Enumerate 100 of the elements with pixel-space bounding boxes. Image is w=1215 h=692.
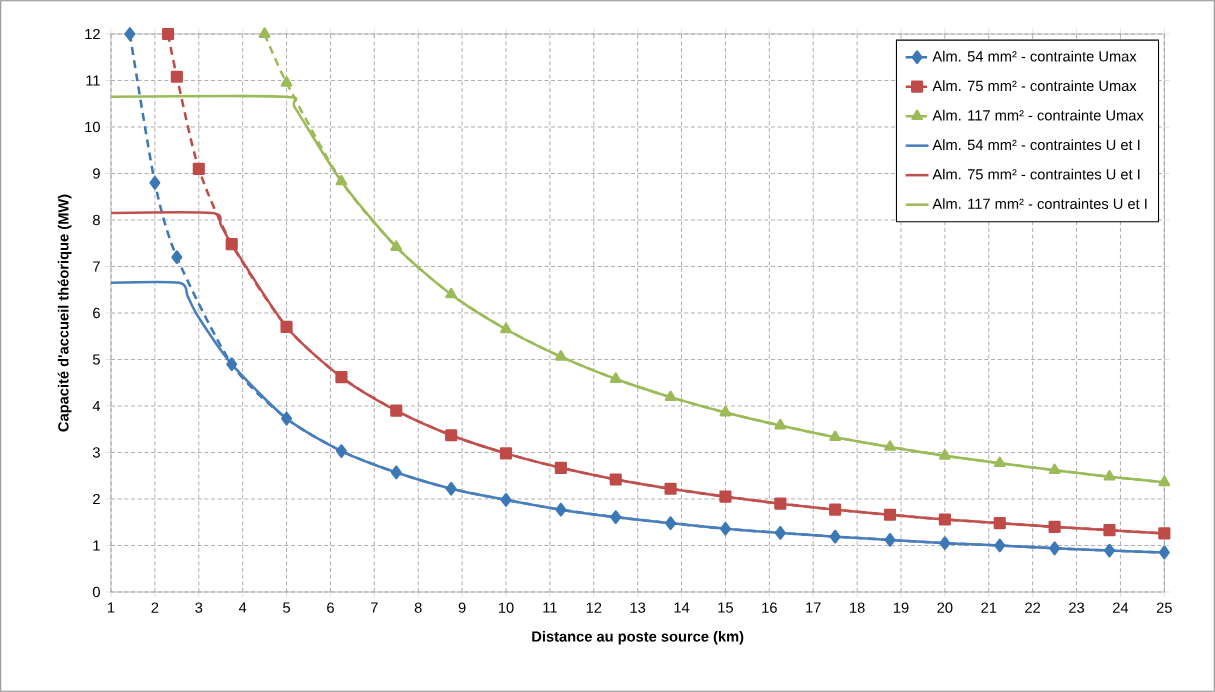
x-tick-label: 15 (718, 602, 733, 613)
x-tick-label: 12 (586, 602, 602, 613)
point (500, 493, 512, 507)
point (149, 175, 161, 190)
y-tick-label: 8 (92, 214, 100, 226)
x-tick-label: 13 (630, 602, 646, 613)
point (939, 449, 951, 460)
y-tick-label: 3 (92, 447, 100, 458)
point (281, 411, 293, 426)
y-tick-label: 9 (93, 168, 100, 179)
point (829, 430, 842, 442)
x-tick-label: 25 (1156, 602, 1172, 613)
x-tick-label: 22 (1025, 602, 1041, 613)
point (884, 440, 896, 451)
point (994, 538, 1006, 553)
y-tick-label: 5 (92, 354, 100, 365)
point (609, 473, 622, 486)
legend-label: Alm. 75 mm² - contrainte Umax (932, 80, 1137, 92)
point (664, 390, 677, 402)
point (938, 513, 951, 526)
point (390, 240, 403, 251)
point (124, 27, 136, 41)
point (170, 70, 183, 83)
y-tick-label: 4 (92, 400, 101, 412)
y-tick-label: 1 (93, 540, 100, 551)
point (1158, 475, 1171, 487)
x-tick-label: 5 (283, 602, 291, 613)
point (499, 447, 513, 460)
point (719, 521, 731, 536)
point (993, 456, 1006, 468)
legend-label: Alm. 117 mm² - contrainte Umax (932, 109, 1144, 121)
y-tick-label: 11 (86, 75, 100, 86)
legend-label: Alm. 117 mm² - contraintes U et I (932, 198, 1147, 210)
point (664, 482, 677, 495)
point (226, 357, 238, 372)
x-tick-label: 14 (674, 602, 690, 613)
x-tick-label: 23 (1069, 602, 1085, 613)
point (610, 510, 622, 524)
legend-label: Alm. 54 mm² - contraintes U et I (932, 139, 1140, 151)
point (665, 516, 677, 531)
point (774, 526, 786, 540)
point (335, 371, 348, 384)
point (939, 536, 951, 551)
legend-label: Alm. 75 mm² - contraintes U et I (932, 168, 1140, 180)
point (829, 529, 841, 544)
point (390, 404, 403, 417)
x-tick-label: 8 (414, 602, 422, 613)
point (445, 481, 457, 496)
y-tick-label: 0 (92, 586, 100, 598)
legend-label: Alm. 54 mm² - contrainte Umax (932, 50, 1137, 62)
x-tick-label: 18 (850, 602, 865, 613)
y-tick-label: 6 (93, 307, 100, 319)
point (829, 503, 842, 516)
point (1048, 463, 1061, 475)
x-tick-label: 24 (1113, 602, 1129, 613)
point (1158, 527, 1171, 540)
point (1103, 524, 1116, 537)
point (161, 27, 175, 41)
y-tick-label: 12 (85, 28, 100, 40)
x-axis-title: Distance au poste source (km) (532, 630, 744, 645)
point (225, 238, 238, 251)
point (500, 322, 512, 334)
point (335, 174, 348, 186)
point (1049, 541, 1061, 556)
point (335, 444, 347, 458)
point (171, 250, 183, 265)
point (445, 429, 458, 442)
x-tick-label: 20 (937, 602, 953, 613)
y-tick-label: 2 (93, 493, 100, 505)
point (390, 465, 402, 480)
point (1103, 470, 1116, 481)
point (884, 533, 896, 547)
x-tick-label: 9 (458, 602, 466, 613)
point (774, 418, 787, 430)
x-tick-label: 7 (371, 602, 378, 613)
point (883, 508, 897, 521)
point (554, 350, 567, 361)
x-tick-label: 21 (981, 602, 997, 613)
point (445, 287, 458, 299)
point (1158, 545, 1170, 560)
x-tick-label: 2 (151, 602, 159, 613)
y-axis-title: Capacité d'accueil théorique (MW) (57, 194, 72, 432)
point (1048, 520, 1061, 533)
point (554, 461, 567, 474)
point (192, 162, 205, 175)
point (774, 497, 787, 510)
y-tick-label: 10 (85, 121, 100, 133)
x-tick-label: 4 (238, 602, 247, 613)
x-tick-label: 17 (806, 602, 821, 613)
y-tick-label: 7 (93, 261, 100, 272)
point (609, 372, 622, 383)
x-tick-label: 11 (543, 602, 557, 613)
point (280, 76, 293, 87)
point (258, 27, 271, 38)
point (280, 320, 293, 334)
x-tick-label: 1 (108, 602, 115, 613)
point (993, 517, 1006, 530)
x-tick-label: 10 (498, 602, 514, 613)
x-tick-label: 6 (327, 602, 334, 613)
point (1104, 543, 1115, 558)
